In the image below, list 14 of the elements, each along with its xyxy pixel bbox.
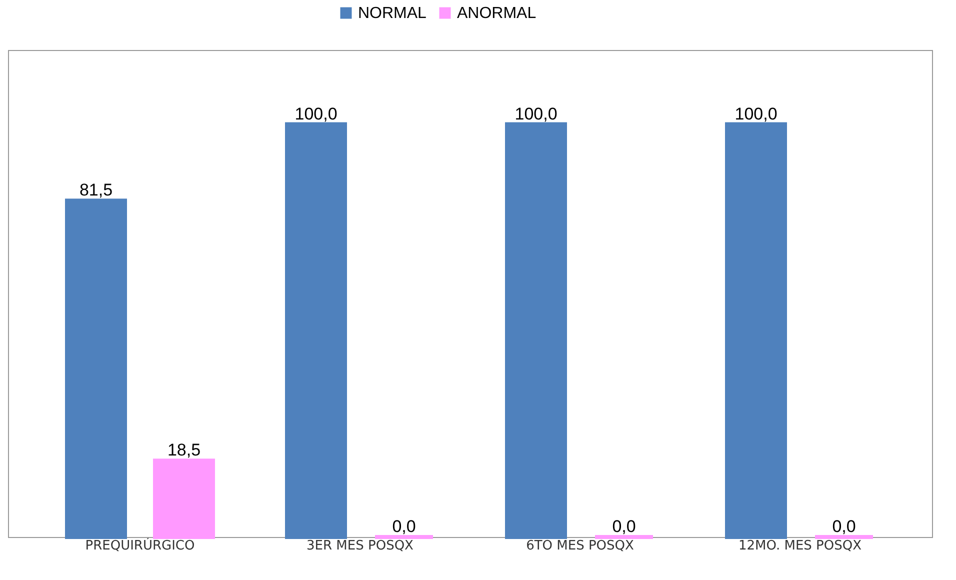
data-label: 0,0	[832, 517, 856, 536]
legend-label: NORMAL	[358, 5, 427, 22]
data-label: 100,0	[734, 104, 778, 124]
data-label: 0,0	[612, 517, 636, 536]
data-label: 0,0	[392, 517, 416, 536]
x-tick-label: 6TO MES POSQX	[526, 538, 634, 554]
legend-label: ANORMAL	[457, 5, 536, 22]
data-label: 100,0	[514, 104, 558, 124]
x-tick-label: 12MO. MES POSQX	[738, 538, 862, 554]
data-label: 100,0	[294, 104, 338, 124]
x-tick-label: PREQUIRÚRGICO	[85, 536, 195, 554]
x-tick-label: 3ER MES POSQX	[306, 538, 414, 554]
data-label: 18,5	[167, 440, 201, 460]
data-label: 81,5	[79, 180, 113, 200]
